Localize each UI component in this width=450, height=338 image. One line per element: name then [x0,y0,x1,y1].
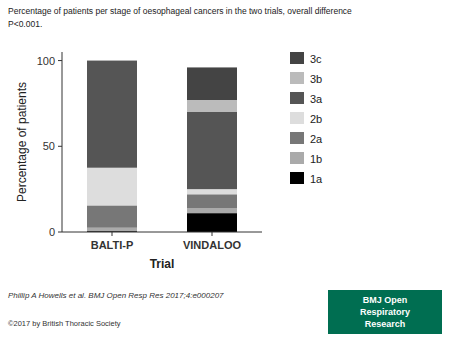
legend-swatch [290,92,304,104]
bar-segment [187,67,237,100]
y-tick [58,146,62,147]
bar-segment [87,60,137,61]
bar-segment [87,168,137,206]
chart: Percentage of patients per stage of oeso… [0,0,450,338]
bar-segment [87,205,137,227]
bar-segment [187,189,237,194]
bars [87,61,237,232]
x-axis [62,232,262,233]
x-tick-label: VINDALOO [183,239,242,251]
legend-swatch [290,152,304,164]
logo-text: BMJ Open [363,295,408,305]
y-tick-label: 0 [49,226,55,238]
y-axis-label: Percentage of patients [15,82,29,202]
legend-label: 2b [310,113,322,125]
legend-swatch [290,132,304,144]
x-tick-label: BALTI-P [91,239,134,251]
y-axis [62,52,63,232]
y-tick-label: 100 [37,55,55,67]
background [0,0,450,338]
legend-label: 3c [310,53,322,65]
bar-segment [187,100,237,112]
legend-swatch [290,112,304,124]
logo-box [328,290,442,334]
legend-swatch [290,72,304,84]
bar-segment [187,208,237,213]
legend-label: 2a [310,133,323,145]
y-tick-label: 50 [43,140,55,152]
x-tick [112,232,113,236]
logo-text: Research [365,319,406,329]
legend: 3c 3b 3a 2b 2a 1b 1a [290,52,323,185]
subtitle: P<0.001. [8,19,42,29]
footnote: Phillip A Howells et al. BMJ Open Resp R… [8,291,224,300]
x-axis-label: Trial [150,257,175,271]
y-tick [58,232,62,233]
bar-segment [87,61,137,168]
title: Percentage of patients per stage of oeso… [8,6,352,16]
legend-label: 3b [310,73,322,85]
copyright: ©2017 by British Thoracic Society [8,319,121,328]
x-tick [212,232,213,236]
bar-segment [87,228,137,231]
y-tick [58,60,62,61]
logo-text: Respiratory [360,307,410,317]
legend-swatch [290,52,304,64]
bar-segment [187,213,237,232]
legend-label: 3a [310,93,323,105]
legend-swatch [290,172,304,184]
bar-segment [87,60,137,61]
bar-segment [187,194,237,208]
bar-segment [187,112,237,189]
legend-label: 1a [310,173,323,185]
legend-label: 1b [310,153,322,165]
